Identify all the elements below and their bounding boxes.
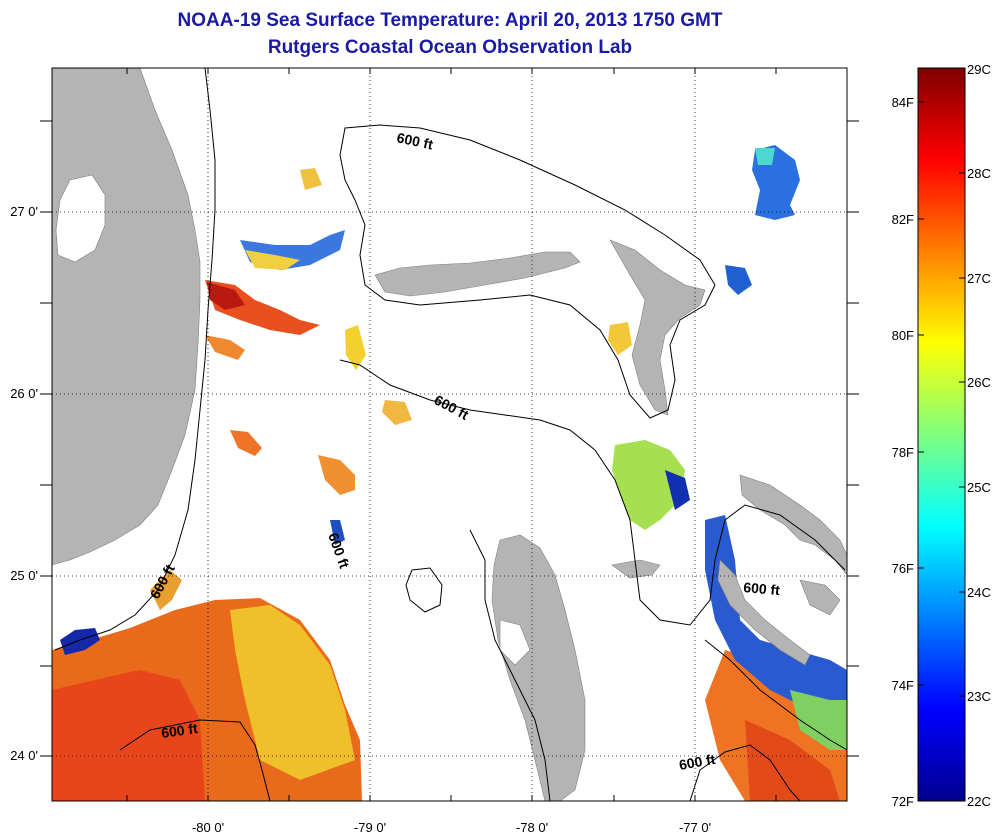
- isobath-little-bahama-bank: [339, 124, 716, 419]
- isobath-andros-west: [469, 529, 551, 801]
- sst-patch-florida-coast-orange: [205, 335, 245, 360]
- colorbar-fahrenheit-label: 84F: [892, 95, 914, 110]
- colorbar-fahrenheit-ticks: [918, 101, 924, 802]
- sst-patch-small-yellow: [345, 325, 366, 370]
- sst-patch-southwest-warm: [52, 670, 205, 801]
- lon-tick-label: -77 0': [679, 820, 711, 835]
- contour-label: 600 ft: [395, 129, 434, 152]
- sst-patch-southwest-yellow: [230, 605, 355, 780]
- colorbar-celsius-label: 24C: [967, 585, 991, 600]
- cat-island-land: [799, 579, 841, 616]
- colorbar-celsius-label: 27C: [967, 271, 991, 286]
- lat-tick-label: 27 0': [10, 204, 38, 219]
- lat-tick-label: 25 0': [10, 568, 38, 583]
- sst-patch-north-small: [300, 168, 322, 190]
- sst-patch-central-cool: [665, 470, 690, 510]
- contour-label: 600 ft: [678, 751, 717, 773]
- lat-tick-label: 24 0': [10, 748, 38, 763]
- map-title: NOAA-19 Sea Surface Temperature: April 2…: [177, 10, 723, 31]
- sst-patch-tongue: [150, 570, 182, 610]
- sst-patch-east-band: [705, 515, 847, 720]
- sst-patch-southeast-warm: [745, 720, 840, 801]
- sst-patch-florida-north-yellow: [245, 250, 300, 270]
- colorbar-celsius-label: 23C: [967, 689, 991, 704]
- map-subtitle: Rutgers Coastal Ocean Observation Lab: [267, 37, 633, 58]
- sst-patch-bahamas-northeast-cyan: [755, 148, 775, 165]
- sst-patch-central-green: [612, 440, 685, 530]
- sst-patch-small-central: [382, 400, 412, 425]
- contour-label: 600 ft: [160, 720, 199, 741]
- sst-patch-small-east: [725, 265, 752, 295]
- sst-patch-florida-coast-red: [207, 282, 245, 310]
- sst-data-layer: [52, 145, 847, 801]
- andros-land: [491, 534, 586, 801]
- colorbar-fahrenheit-label: 76F: [892, 561, 914, 576]
- sst-patch-southwest-cool: [60, 628, 100, 655]
- isobath-east-inner: [704, 639, 847, 751]
- colorbar-celsius-label: 22C: [967, 794, 991, 809]
- sst-patch-small-orange: [230, 430, 262, 456]
- sst-patch-gulf-stream-south: [330, 520, 345, 545]
- exuma-land: [717, 559, 811, 666]
- colorbar-celsius-label: 29C: [967, 62, 991, 77]
- sst-patch-east-green: [790, 690, 847, 750]
- bathymetry-contours: [54, 68, 847, 801]
- map-frame: [51, 67, 848, 802]
- contour-label: 600 ft: [743, 579, 781, 598]
- isobath-southeast: [689, 744, 801, 801]
- lat-tick-label: 26 0': [10, 386, 38, 401]
- colorbar-celsius-label: 25C: [967, 480, 991, 495]
- andros-lake: [499, 619, 531, 666]
- colorbar-celsius-label: 26C: [967, 375, 991, 390]
- colorbar: [917, 67, 966, 802]
- colorbar-fahrenheit-label: 82F: [892, 212, 914, 227]
- sst-patch-small-andros: [608, 322, 632, 355]
- tick-marks: [40, 68, 859, 801]
- colorbar-fahrenheit-label: 80F: [892, 328, 914, 343]
- isobath-south: [119, 719, 271, 801]
- colorbar-celsius-label: 28C: [967, 166, 991, 181]
- lon-tick-label: -80 0': [192, 820, 224, 835]
- sst-patch-gulf-stream: [318, 455, 355, 495]
- grand-bahama-land: [374, 251, 581, 297]
- isobath-florida: [54, 68, 216, 651]
- colorbar-celsius-ticks: [959, 67, 965, 802]
- lon-tick-label: -78 0': [516, 820, 548, 835]
- colorbar-fahrenheit-label: 72F: [892, 794, 914, 809]
- lon-tick-label: -79 0': [354, 820, 386, 835]
- lake-okeechobee: [55, 174, 106, 263]
- colorbar-fahrenheit-label: 74F: [892, 678, 914, 693]
- colorbar-fahrenheit-label: 78F: [892, 445, 914, 460]
- isobath-tongue-of-ocean: [405, 567, 443, 613]
- isobath-great-bahama-bank: [339, 359, 846, 626]
- graticule: [52, 68, 847, 801]
- abaco-land: [609, 239, 706, 416]
